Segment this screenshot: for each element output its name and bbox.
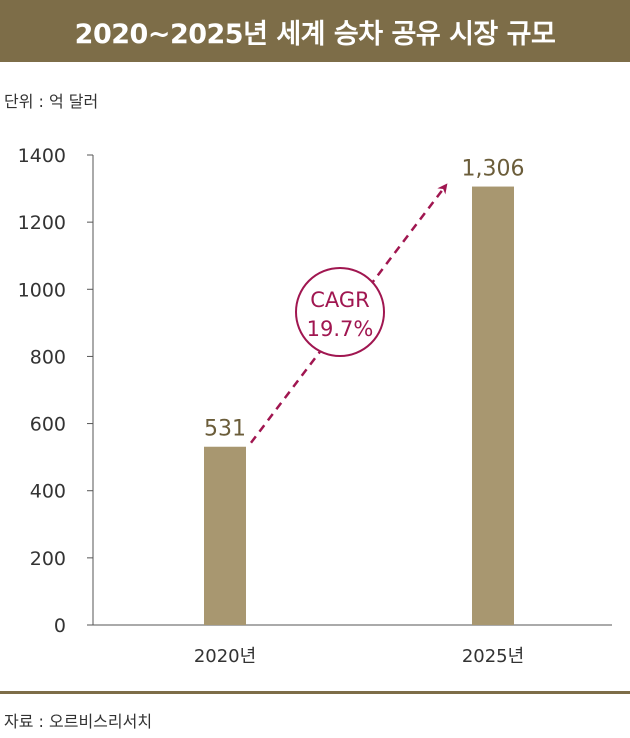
footer-rule bbox=[0, 691, 630, 694]
chart-title: 2020~2025년 세계 승차 공유 시장 규모 bbox=[74, 18, 556, 50]
y-tick-label: 600 bbox=[30, 414, 66, 436]
y-tick-label: 1000 bbox=[18, 279, 66, 301]
bar-chart: 0 200 400 600 800 1000 1200 1400 531 2020년 1,306 2… bbox=[18, 145, 612, 667]
source-note: 자료 : 오르비스리서치 bbox=[4, 712, 153, 731]
x-tick-label: 2025년 bbox=[462, 646, 524, 667]
cagr-label: CAGR bbox=[310, 288, 370, 312]
y-tick-label: 0 bbox=[54, 615, 66, 637]
cagr-value: 19.7% bbox=[307, 317, 374, 341]
bar bbox=[472, 186, 514, 626]
x-tick-label: 2020년 bbox=[194, 646, 256, 667]
data-label: 531 bbox=[204, 417, 246, 442]
bar bbox=[204, 446, 246, 625]
unit-label: 단위 : 억 달러 bbox=[4, 92, 99, 111]
cagr-circle bbox=[295, 267, 385, 357]
y-tick-label: 200 bbox=[30, 548, 66, 570]
y-tick-label: 1400 bbox=[18, 145, 66, 167]
y-tick-label: 800 bbox=[30, 346, 66, 368]
y-tick-label: 400 bbox=[30, 481, 66, 503]
chart-title-bar: 2020~2025년 세계 승차 공유 시장 규모 bbox=[0, 0, 630, 62]
data-label: 1,306 bbox=[462, 157, 525, 182]
y-tick-label: 1200 bbox=[18, 212, 66, 234]
